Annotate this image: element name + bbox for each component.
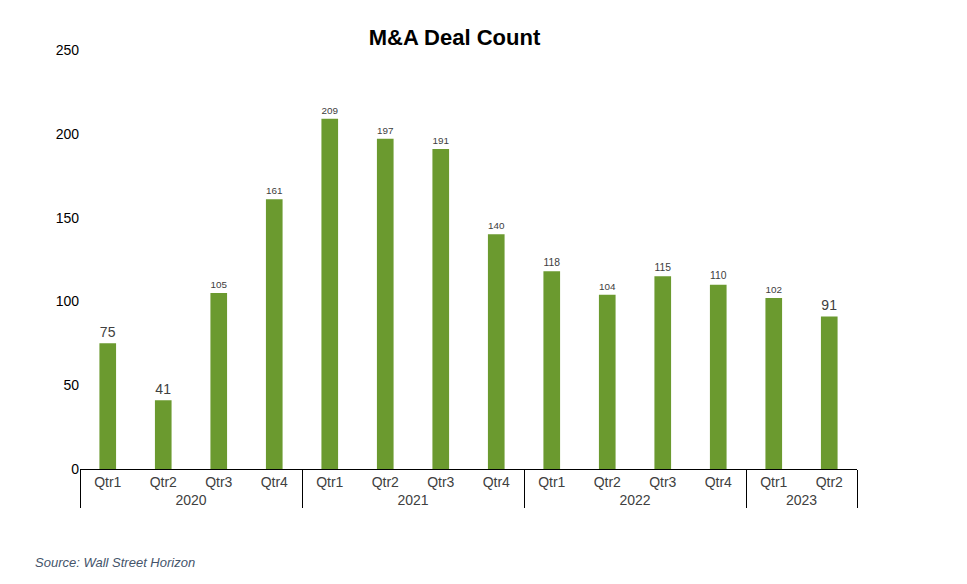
svg-text:Qtr3: Qtr3 — [205, 474, 232, 490]
svg-text:50: 50 — [63, 377, 79, 393]
svg-text:2021: 2021 — [397, 492, 428, 508]
svg-text:161: 161 — [266, 185, 283, 196]
svg-text:250: 250 — [56, 42, 80, 58]
svg-text:209: 209 — [321, 105, 338, 116]
svg-text:118: 118 — [543, 257, 560, 268]
svg-text:Qtr4: Qtr4 — [261, 474, 288, 490]
svg-text:Qtr3: Qtr3 — [427, 474, 454, 490]
svg-text:2020: 2020 — [175, 492, 206, 508]
svg-text:110: 110 — [710, 270, 727, 281]
svg-text:Qtr2: Qtr2 — [150, 474, 177, 490]
svg-text:M&A Deal Count: M&A Deal Count — [369, 25, 541, 50]
svg-text:191: 191 — [432, 135, 449, 146]
svg-text:Qtr1: Qtr1 — [316, 474, 343, 490]
svg-text:Qtr2: Qtr2 — [594, 474, 621, 490]
svg-text:Qtr2: Qtr2 — [816, 474, 843, 490]
svg-text:105: 105 — [210, 279, 227, 290]
svg-text:91: 91 — [821, 297, 837, 313]
svg-text:200: 200 — [56, 126, 80, 142]
svg-text:197: 197 — [377, 125, 393, 136]
svg-text:Qtr3: Qtr3 — [649, 474, 676, 490]
svg-text:Qtr1: Qtr1 — [760, 474, 787, 490]
svg-text:2022: 2022 — [619, 492, 650, 508]
svg-text:Qtr4: Qtr4 — [705, 474, 732, 490]
svg-text:2023: 2023 — [786, 492, 817, 508]
svg-text:75: 75 — [100, 324, 116, 340]
svg-text:Qtr2: Qtr2 — [372, 474, 399, 490]
svg-text:41: 41 — [155, 381, 171, 397]
svg-text:Qtr4: Qtr4 — [483, 474, 510, 490]
svg-text:140: 140 — [488, 220, 505, 231]
svg-text:100: 100 — [56, 293, 80, 309]
svg-text:115: 115 — [654, 262, 671, 273]
svg-text:150: 150 — [56, 210, 80, 226]
svg-text:102: 102 — [765, 284, 781, 295]
svg-text:Source: Wall Street Horizon: Source: Wall Street Horizon — [35, 555, 195, 570]
svg-text:Qtr1: Qtr1 — [94, 474, 121, 490]
svg-text:104: 104 — [599, 281, 616, 292]
svg-text:Qtr1: Qtr1 — [538, 474, 565, 490]
svg-text:0: 0 — [71, 461, 79, 477]
